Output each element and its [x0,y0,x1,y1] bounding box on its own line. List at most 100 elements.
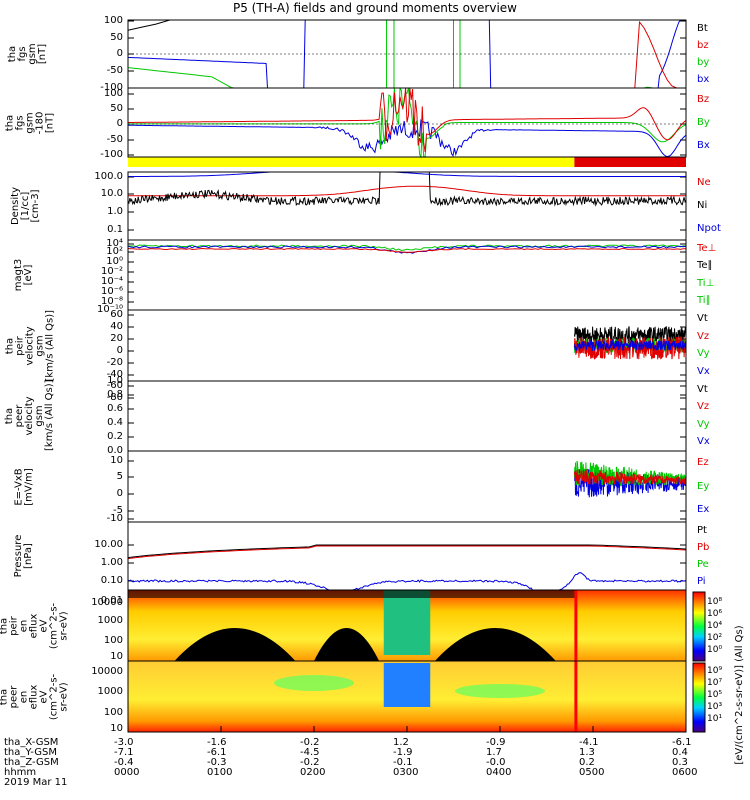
legend-panel-temperature-3: Ti∥ [697,295,711,307]
ylabel-panel-ion-velocity: gsm [34,334,45,357]
electron-colorbar [692,662,706,733]
tick-label-panel-temperature: 10⁰ [106,256,123,267]
x-axis-value: -4.5 [300,747,320,758]
ylabel-panel-fgs-gse: fgs [14,114,25,131]
tick-label-panel-ion-velocity: -40 [106,369,123,380]
x-axis-value: -1.6 [207,737,227,748]
ylabel-panel-electron-velocity: [km/s (All Qs)] [44,379,55,451]
ion-colorbar [692,591,706,662]
x-axis-row-label: tha_Z-GSM [4,757,59,768]
mode-segment-1 [574,157,686,167]
ylabel-panel-electron-spectrogram: eV [38,690,49,703]
ylabel-panel-electron-spectrogram: sr-eV) [58,681,69,712]
ion-colorbar-tick: 10² [707,633,723,643]
ylabel-panel-fgs-gsm: [nT] [37,43,48,65]
tick-label-panel-density: 1.0 [107,206,123,217]
x-axis-value: 0300 [393,767,419,778]
tick-label-panel-electron-velocity: 0.2 [107,431,123,442]
x-axis-value: -1.9 [393,747,413,758]
electron-colorbar-tick: 10⁷ [707,678,723,688]
ion-low-energy-gap-0 [174,628,296,661]
tick-label-panel-pressure: 1.00 [100,557,123,568]
ylabel-panel-ion-spectrogram: eflux [28,613,39,638]
ylabel-panel-ion-velocity: tha [4,337,15,354]
electron-colorbar-tick: 10⁵ [707,690,723,700]
tick-label-panel-efield: -5 [113,505,123,516]
line-Ne [128,185,686,197]
x-axis-value: -0.0 [486,757,506,768]
tick-label-panel-ion-velocity: 40 [110,321,123,332]
ylabel-panel-fgs-gse: tha [4,114,15,131]
line-Bz [128,87,687,152]
x-axis-value: -0.1 [393,757,413,768]
legend-panel-fgs-gsm-1: bz [697,39,709,51]
legend-panel-temperature-0: Te⊥ [697,242,717,254]
tick-label-panel-fgs-gse: -50 [106,134,123,145]
ylabel-panel-ion-spectrogram: sr-eV) [58,610,69,641]
x-axis-value: -0.4 [114,757,134,768]
legend-panel-fgs-gse-1: By [697,116,710,128]
tick-label-panel-electron-spectrogram: 10000 [91,666,123,677]
x-axis-value: -0.2 [300,737,320,748]
x-axis-value: -0.9 [486,737,506,748]
tick-label-panel-ion-velocity: 60 [110,309,123,320]
tick-label-panel-fgs-gse: -100 [100,149,123,160]
ion-sheath-band [383,590,431,655]
x-axis-value: 1.2 [393,737,409,748]
legend-panel-fgs-gsm-3: bx [697,73,710,85]
line-Te [127,247,687,253]
tick-label-panel-electron-spectrogram: 1000 [97,686,123,697]
tick-label-panel-pressure: 10.00 [94,539,123,550]
x-axis-value: 1.7 [486,747,502,758]
tick-label-panel-electron-velocity: 1.0 [107,375,123,386]
x-axis-row-label: tha_X-GSM [4,737,59,748]
panel-frame-panel-fgs-gsm [127,19,687,89]
tick-label-panel-ion-spectrogram: 1000 [97,615,123,626]
ylabel-panel-pressure: [nPa] [23,543,34,569]
tick-label-panel-fgs-gsm: -50 [106,65,123,76]
electron-patch-b [455,684,545,698]
ylabel-panel-electron-spectrogram: peer [8,685,19,708]
x-axis-value: 0.4 [672,747,688,758]
x-axis-value: -0.3 [207,757,227,768]
legend-panel-fgs-gsm-2: by [697,56,710,68]
ylabel-panel-ion-spectrogram: eV [38,619,49,632]
line-bz [128,20,686,89]
tick-label-panel-efield: 5 [116,471,123,482]
ylabel-panel-ion-spectrogram: en [18,619,29,632]
ylabel-panel-efield: [mV/m] [23,467,34,506]
legend-panel-fgs-gsm-0: Bt [697,22,708,34]
tick-label-panel-efield: 10 [110,455,123,466]
ion-colorbar-tick: 10⁴ [707,621,723,631]
x-axis-value: 0600 [672,767,698,778]
tick-label-panel-efield: -10 [106,513,123,524]
colorbar-label: [eV/(cm^2-s-sr-eV)] (All Qs) [734,625,745,765]
tick-label-panel-temperature: 10⁻⁸ [100,296,123,307]
ion-boundary-line [574,590,578,661]
x-axis-value: -4.1 [579,737,599,748]
panel-frame-panel-fgs-gse [127,87,687,158]
line-Pb [127,545,687,560]
tick-label-panel-fgs-gsm: 100 [103,15,123,26]
line-Npot [128,171,686,177]
legend-panel-density-2: Npot [697,222,721,234]
tick-label-panel-ion-spectrogram: 10 [110,651,123,662]
legend-panel-temperature-1: Te∥ [697,260,713,272]
ylabel-panel-efield: E=-VxB [13,467,24,506]
legend-panel-density-0: Ne [697,177,711,189]
tick-label-panel-ion-spectrogram: 10000 [91,597,123,608]
ylabel-panel-electron-spectrogram: (cm^2-s- [48,673,59,720]
legend-panel-electron-velocity-3: Vx [697,436,710,448]
legend-panel-pressure-0: Pt [697,524,707,536]
tick-label-panel-temperature: 10⁴ [106,238,123,249]
electron-colorbar-tick: 10¹ [707,714,723,724]
tick-label-panel-ion-velocity: 0 [116,345,123,356]
line-E-1 [573,460,687,487]
x-axis-value: 0500 [579,767,605,778]
x-axis-row-label: hhmm [4,767,37,778]
tick-label-panel-temperature: 10⁻⁴ [100,276,123,287]
legend-panel-electron-velocity-2: Vy [697,418,710,430]
tick-label-panel-fgs-gse: 50 [110,103,123,114]
ylabel-panel-ion-velocity: peir [14,335,25,356]
ion-low-energy-gap-1 [314,628,380,661]
